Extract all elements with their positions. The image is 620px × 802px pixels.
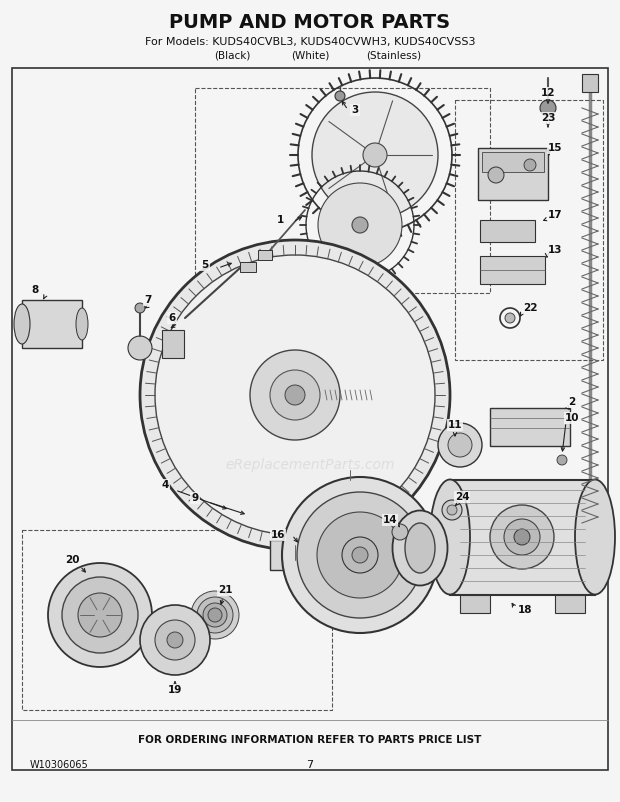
Circle shape <box>318 183 402 267</box>
Circle shape <box>203 603 227 627</box>
Circle shape <box>312 92 438 218</box>
Circle shape <box>250 350 340 440</box>
Text: 3: 3 <box>352 105 358 115</box>
Circle shape <box>335 91 345 101</box>
Circle shape <box>490 505 554 569</box>
Circle shape <box>78 593 122 637</box>
Bar <box>480 220 535 242</box>
Circle shape <box>317 512 403 598</box>
Bar <box>490 408 570 446</box>
Text: 17: 17 <box>547 210 562 220</box>
Circle shape <box>438 423 482 467</box>
Ellipse shape <box>575 480 615 594</box>
Circle shape <box>140 240 450 550</box>
Bar <box>240 262 256 272</box>
Circle shape <box>540 100 556 116</box>
Text: 16: 16 <box>271 530 285 540</box>
Circle shape <box>140 605 210 675</box>
Bar <box>480 256 545 284</box>
Circle shape <box>488 167 504 183</box>
Text: 13: 13 <box>547 245 562 255</box>
Bar <box>455 100 603 360</box>
Circle shape <box>48 563 152 667</box>
Circle shape <box>167 632 183 648</box>
Text: 7: 7 <box>144 295 152 305</box>
Text: 14: 14 <box>383 515 397 525</box>
Bar <box>482 152 544 172</box>
Circle shape <box>363 143 387 167</box>
Text: 22: 22 <box>523 303 538 313</box>
Text: 21: 21 <box>218 585 232 595</box>
Ellipse shape <box>430 480 470 594</box>
Circle shape <box>285 385 305 405</box>
Circle shape <box>62 577 138 653</box>
Circle shape <box>155 255 435 535</box>
Text: 18: 18 <box>518 605 532 615</box>
Text: 10: 10 <box>565 413 579 423</box>
Text: 20: 20 <box>64 555 79 565</box>
Text: 15: 15 <box>547 143 562 153</box>
Circle shape <box>208 608 222 622</box>
Circle shape <box>352 217 368 233</box>
Circle shape <box>128 336 152 360</box>
Circle shape <box>302 557 318 573</box>
Text: 23: 23 <box>541 113 556 123</box>
Bar <box>195 88 490 293</box>
Bar <box>478 148 548 200</box>
Text: PUMP AND MOTOR PARTS: PUMP AND MOTOR PARTS <box>169 13 451 31</box>
Text: (Black): (Black) <box>215 51 250 61</box>
Bar <box>460 595 490 613</box>
Text: (Stainless): (Stainless) <box>366 51 421 61</box>
Bar <box>22 300 82 348</box>
Text: 8: 8 <box>32 285 38 295</box>
Circle shape <box>504 519 540 555</box>
Circle shape <box>524 159 536 171</box>
Text: 12: 12 <box>541 88 556 98</box>
Ellipse shape <box>392 511 448 585</box>
Circle shape <box>557 455 567 465</box>
Circle shape <box>352 547 368 563</box>
Text: 19: 19 <box>168 685 182 695</box>
Circle shape <box>155 620 195 660</box>
Text: 24: 24 <box>454 492 469 502</box>
Circle shape <box>282 477 438 633</box>
Circle shape <box>392 524 408 540</box>
Circle shape <box>342 537 378 573</box>
Text: 1: 1 <box>277 215 283 225</box>
Bar <box>582 74 598 92</box>
Bar <box>12 68 608 770</box>
Bar <box>258 250 272 260</box>
Text: 6: 6 <box>169 313 175 323</box>
Bar <box>22 530 332 710</box>
Circle shape <box>297 492 423 618</box>
Text: 4: 4 <box>161 480 169 490</box>
Text: 9: 9 <box>192 493 198 503</box>
Text: FOR ORDERING INFORMATION REFER TO PARTS PRICE LIST: FOR ORDERING INFORMATION REFER TO PARTS … <box>138 735 482 745</box>
Bar <box>450 480 595 595</box>
Circle shape <box>270 370 320 420</box>
Circle shape <box>448 433 472 457</box>
Text: 5: 5 <box>202 260 208 270</box>
Circle shape <box>197 597 233 633</box>
Ellipse shape <box>405 523 435 573</box>
Ellipse shape <box>14 304 30 344</box>
Text: 2: 2 <box>569 397 575 407</box>
Text: W10306065: W10306065 <box>30 760 89 770</box>
Circle shape <box>191 591 239 639</box>
Bar <box>555 595 585 613</box>
Text: For Models: KUDS40CVBL3, KUDS40CVWH3, KUDS40CVSS3: For Models: KUDS40CVBL3, KUDS40CVWH3, KU… <box>144 37 476 47</box>
Circle shape <box>442 500 462 520</box>
Text: eReplacementParts.com: eReplacementParts.com <box>225 458 395 472</box>
Circle shape <box>447 505 457 515</box>
Circle shape <box>505 313 515 323</box>
Text: 11: 11 <box>448 420 463 430</box>
Text: 7: 7 <box>306 760 314 770</box>
Bar <box>270 540 320 570</box>
Circle shape <box>514 529 530 545</box>
Bar <box>162 330 184 358</box>
Text: (White): (White) <box>291 51 329 61</box>
Circle shape <box>135 303 145 313</box>
Ellipse shape <box>76 308 88 340</box>
